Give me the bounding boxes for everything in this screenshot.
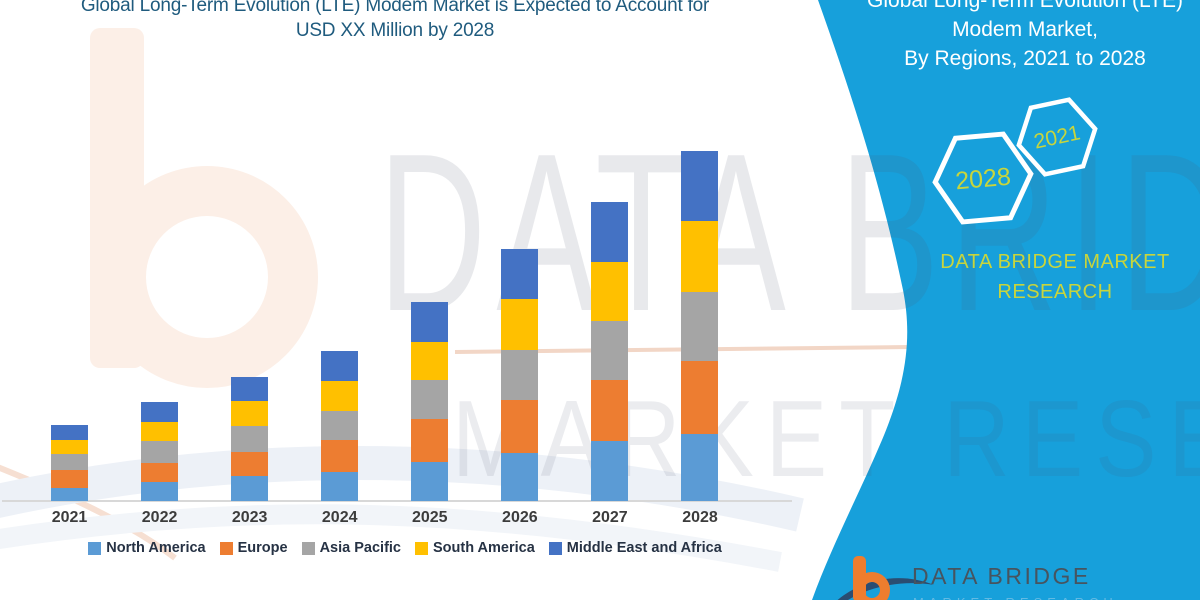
legend-swatch bbox=[301, 541, 315, 555]
legend-label: Middle East and Africa bbox=[566, 540, 722, 556]
legend-item: South America bbox=[415, 540, 535, 556]
brand-text-line2: RESEARCH bbox=[997, 281, 1113, 303]
legend-swatch bbox=[415, 541, 428, 555]
legend-label: Asia Pacific bbox=[319, 540, 401, 556]
legend-swatch bbox=[219, 541, 233, 555]
faint-gray-swoosh bbox=[0, 445, 804, 532]
hexagon-2021 bbox=[1016, 97, 1098, 177]
panel-title-line2: Modem Market, bbox=[952, 18, 1098, 41]
footer-logo-sub: MARKET RESEARCH bbox=[913, 595, 1118, 600]
x-axis-line bbox=[2, 500, 792, 502]
legend-label: North America bbox=[106, 540, 206, 556]
brand-text-line1: DATA BRIDGE MARKET bbox=[940, 251, 1170, 273]
hexagon-2028-label: 2028 bbox=[954, 163, 1012, 196]
panel-title-line1: Global Long-Term Evolution (LTE) bbox=[867, 0, 1183, 12]
legend: North America Europe Asia Pacific South Ame… bbox=[25, 540, 785, 556]
teal-panel-shape bbox=[812, 0, 1200, 600]
faint-logo-bowl bbox=[96, 166, 318, 388]
footer-logo-b-bowl bbox=[854, 572, 890, 600]
faint-pink-arc bbox=[0, 464, 177, 561]
chart-title: Global Long-Term Evolution (LTE) Modem M… bbox=[0, 0, 790, 43]
legend-label: Europe bbox=[237, 540, 288, 556]
legend-label: South America bbox=[433, 540, 535, 556]
hexagon-2028 bbox=[932, 131, 1034, 225]
panel-title-line3: By Regions, 2021 to 2028 bbox=[904, 47, 1146, 70]
legend-swatch bbox=[88, 541, 102, 555]
legend-item: North America bbox=[88, 540, 206, 556]
footer-logo-name: DATA BRIDGE bbox=[912, 563, 1091, 589]
chart-title-line1: Global Long-Term Evolution (LTE) Modem M… bbox=[80, 0, 710, 16]
brand-text: DATA BRIDGE MARKET RESEARCH bbox=[880, 247, 1200, 307]
legend-item: Middle East and Africa bbox=[548, 540, 722, 556]
legend-swatch bbox=[548, 541, 562, 555]
legend-item: Asia Pacific bbox=[301, 540, 401, 556]
legend-item: Europe bbox=[219, 540, 288, 556]
chart-title-line2: USD XX Million by 2028 bbox=[295, 20, 495, 41]
panel-title: Global Long-Term Evolution (LTE) Modem M… bbox=[835, 0, 1200, 73]
faint-gray-swoosh-2 bbox=[0, 504, 782, 572]
footer-logo: DATA BRIDGE MARKET RESEARCH bbox=[837, 556, 1118, 600]
